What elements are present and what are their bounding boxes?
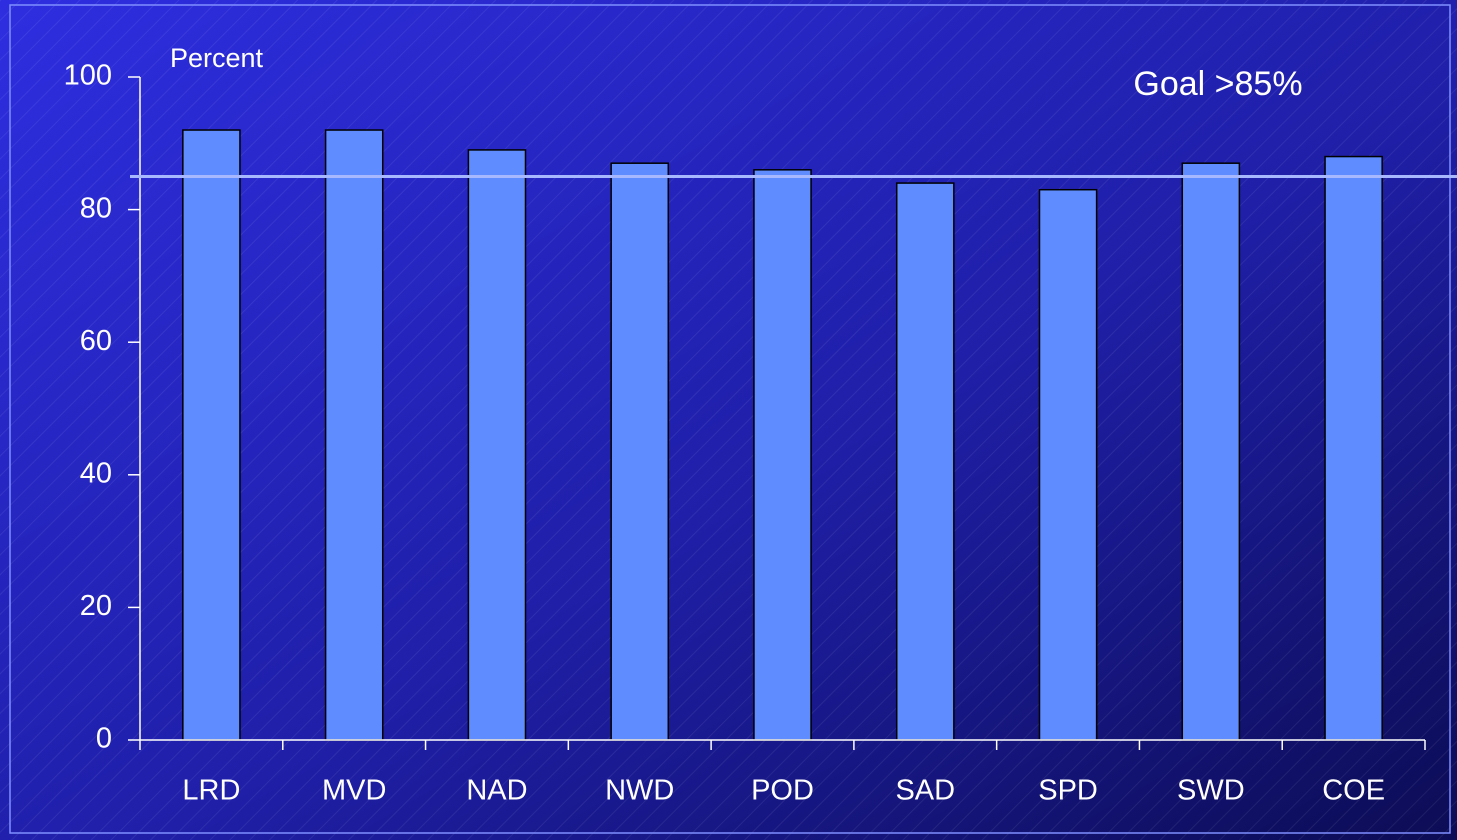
x-tick-label: NWD [605, 775, 674, 807]
x-tick-label: SPD [1038, 775, 1098, 807]
bar [324, 129, 384, 741]
x-tick-label: SAD [895, 775, 955, 807]
y-tick-label: 100 [64, 60, 112, 92]
bar [1038, 188, 1098, 741]
y-tick-label: 40 [80, 457, 112, 489]
bar [1324, 155, 1383, 741]
frame [9, 4, 1451, 834]
x-tick-label: LRD [182, 775, 240, 807]
y-tick-label: 80 [80, 192, 112, 224]
y-tick-label: 60 [80, 325, 112, 357]
bar [753, 169, 812, 741]
x-tick-label: POD [751, 775, 814, 807]
y-tick-label: 20 [80, 590, 112, 622]
bar [895, 182, 955, 741]
bar [182, 129, 241, 741]
x-tick-label: SWD [1177, 775, 1245, 807]
goal-annotation: Goal >85% [1133, 65, 1302, 103]
x-tick-label: MVD [322, 775, 386, 807]
x-tick-label: NAD [466, 775, 527, 807]
axis-label: Percent [170, 43, 264, 73]
bar [1181, 162, 1241, 741]
y-tick-label: 0 [96, 723, 112, 755]
bar [467, 149, 527, 741]
bar [610, 162, 670, 741]
x-tick-label: COE [1322, 775, 1385, 807]
